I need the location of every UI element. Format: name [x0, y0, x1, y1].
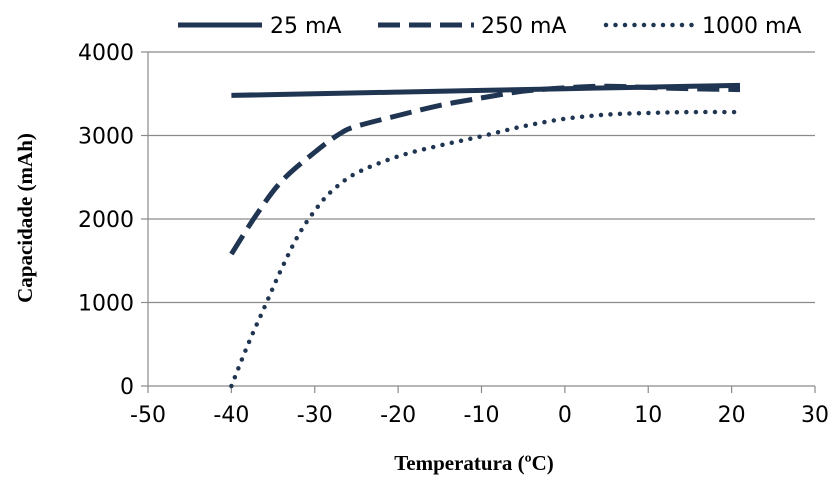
legend-label: 25 mA: [270, 14, 341, 39]
y-tick-label: 4000: [78, 41, 134, 66]
x-tick-label: -30: [297, 403, 333, 428]
y-tick-label: 1000: [78, 292, 134, 317]
x-tick-label: 30: [801, 403, 829, 428]
x-tick-label: -40: [213, 403, 249, 428]
series-line-dashed: [229, 83, 741, 256]
x-tick-label: -10: [464, 403, 500, 428]
y-tick-label: 0: [120, 375, 134, 400]
x-tick-label: 10: [634, 403, 662, 428]
y-tick-label: 2000: [78, 208, 134, 233]
y-tick-label: 3000: [78, 125, 134, 150]
x-tick-label: -20: [380, 403, 416, 428]
y-axis-title: Capacidade (mAh): [13, 133, 37, 303]
series-lines: [229, 82, 743, 389]
x-tick-label: -50: [130, 403, 166, 428]
grid-lines: [148, 51, 815, 304]
axes: [141, 51, 816, 393]
legend: 25 mA 250 mA 1000 mA: [178, 14, 801, 39]
tick-labels: 0 1000 2000 3000 4000 -50 -40 -30 -20 -10 0 10 20 30: [78, 41, 829, 428]
series-line-dotted: [229, 109, 743, 389]
legend-label: 250 mA: [481, 14, 566, 39]
x-tick-label: 0: [558, 403, 572, 428]
legend-label: 1000 mA: [702, 14, 801, 39]
x-tick-label: 20: [718, 403, 746, 428]
series-line-solid: [231, 82, 741, 98]
x-axis-title: Temperatura (ºC): [394, 451, 554, 475]
